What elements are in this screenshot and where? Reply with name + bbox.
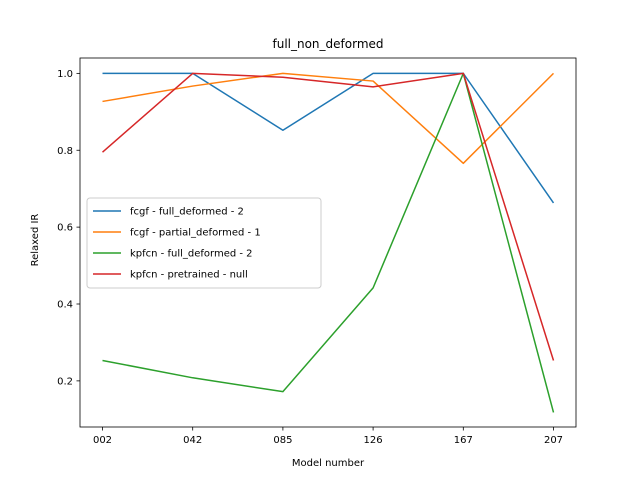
series-line-1: [102, 72, 555, 165]
y-tick-label: 0.8: [57, 146, 73, 157]
series-line-3: [102, 72, 555, 361]
legend-label: fcgf - full_deformed - 2: [130, 207, 244, 218]
x-tick-label: 002: [93, 435, 112, 446]
x-axis-label: Model number: [292, 458, 365, 469]
y-tick-label: 0.4: [57, 300, 73, 311]
series-line-2: [102, 72, 555, 413]
x-tick-label: 126: [364, 435, 383, 446]
y-tick-label: 1.0: [57, 69, 73, 80]
chart-title: full_non_deformed: [272, 37, 383, 51]
y-tick-label: 0.6: [57, 223, 73, 234]
legend-label: fcgf - partial_deformed - 1: [130, 228, 261, 239]
axes-frame: [79, 57, 577, 428]
plot-area: 002 042 085 126 167 207 0.2 0.4 0.6 0.8 1.0 fcgf - …: [57, 57, 577, 446]
x-tick-label: 085: [273, 435, 292, 446]
series-line-0: [102, 72, 555, 204]
y-tick-label: 0.2: [57, 376, 73, 387]
legend-label: kpfcn - pretrained - null: [130, 270, 248, 281]
y-axis-label: Relaxed IR: [30, 214, 41, 267]
legend-box: [86, 197, 322, 289]
x-tick-label: 042: [183, 435, 202, 446]
legend-label: kpfcn - full_deformed - 2: [130, 249, 253, 260]
x-tick-label: 167: [454, 435, 473, 446]
x-tick-label: 207: [544, 435, 563, 446]
